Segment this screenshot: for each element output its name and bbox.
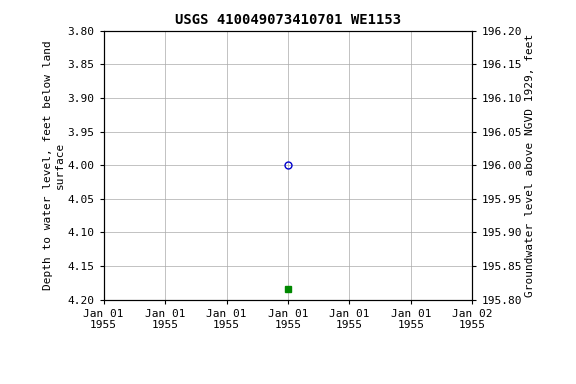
Y-axis label: Depth to water level, feet below land
surface: Depth to water level, feet below land su… <box>43 40 65 290</box>
Y-axis label: Groundwater level above NGVD 1929, feet: Groundwater level above NGVD 1929, feet <box>525 33 535 297</box>
Title: USGS 410049073410701 WE1153: USGS 410049073410701 WE1153 <box>175 13 401 27</box>
